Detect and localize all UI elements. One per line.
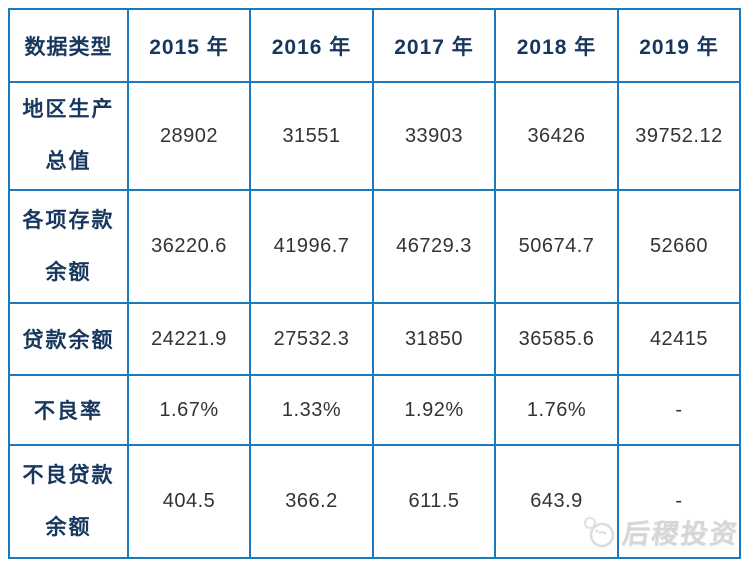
column-header-2018: 2018 年 bbox=[494, 8, 619, 83]
cell-npl-rate-2015: 1.67% bbox=[127, 374, 251, 446]
row-label-loans: 贷款余额 bbox=[8, 302, 129, 376]
cell-loans-2015: 24221.9 bbox=[127, 302, 251, 376]
cell-deposits-2018: 50674.7 bbox=[494, 189, 619, 304]
row-label-npl-rate: 不良率 bbox=[8, 374, 129, 446]
cell-gdp-2018: 36426 bbox=[494, 81, 619, 191]
column-header-2019: 2019 年 bbox=[617, 8, 741, 83]
table-row-npl-balance: 不良贷款 余额 404.5 366.2 611.5 643.9 - bbox=[8, 444, 741, 559]
financial-data-table: 数据类型 2015 年 2016 年 2017 年 2018 年 2019 年 … bbox=[8, 8, 741, 559]
cell-deposits-2016: 41996.7 bbox=[249, 189, 374, 304]
cell-gdp-2016: 31551 bbox=[249, 81, 374, 191]
cell-gdp-2017: 33903 bbox=[372, 81, 496, 191]
column-header-2017: 2017 年 bbox=[372, 8, 496, 83]
cell-deposits-2019: 52660 bbox=[617, 189, 741, 304]
table-row-npl-rate: 不良率 1.67% 1.33% 1.92% 1.76% - bbox=[8, 374, 741, 446]
cell-loans-2016: 27532.3 bbox=[249, 302, 374, 376]
column-header-2015: 2015 年 bbox=[127, 8, 251, 83]
cell-loans-2019: 42415 bbox=[617, 302, 741, 376]
table-row-loans: 贷款余额 24221.9 27532.3 31850 36585.6 42415 bbox=[8, 302, 741, 376]
cell-npl-rate-2016: 1.33% bbox=[249, 374, 374, 446]
cell-gdp-2015: 28902 bbox=[127, 81, 251, 191]
cell-npl-balance-2018: 643.9 bbox=[494, 444, 619, 559]
row-label-deposits: 各项存款 余额 bbox=[8, 189, 129, 304]
cell-loans-2017: 31850 bbox=[372, 302, 496, 376]
cell-npl-balance-2019: - bbox=[617, 444, 741, 559]
table-row-deposits: 各项存款 余额 36220.6 41996.7 46729.3 50674.7 … bbox=[8, 189, 741, 304]
cell-npl-balance-2016: 366.2 bbox=[249, 444, 374, 559]
row-label-npl-balance: 不良贷款 余额 bbox=[8, 444, 129, 559]
cell-loans-2018: 36585.6 bbox=[494, 302, 619, 376]
cell-deposits-2017: 46729.3 bbox=[372, 189, 496, 304]
cell-npl-balance-2015: 404.5 bbox=[127, 444, 251, 559]
table-header-row: 数据类型 2015 年 2016 年 2017 年 2018 年 2019 年 bbox=[8, 8, 741, 83]
corner-header-cell: 数据类型 bbox=[8, 8, 129, 83]
cell-deposits-2015: 36220.6 bbox=[127, 189, 251, 304]
table-row-gdp: 地区生产 总值 28902 31551 33903 36426 39752.12 bbox=[8, 81, 741, 191]
column-header-2016: 2016 年 bbox=[249, 8, 374, 83]
cell-npl-balance-2017: 611.5 bbox=[372, 444, 496, 559]
cell-npl-rate-2018: 1.76% bbox=[494, 374, 619, 446]
cell-npl-rate-2017: 1.92% bbox=[372, 374, 496, 446]
row-label-gdp: 地区生产 总值 bbox=[8, 81, 129, 191]
cell-npl-rate-2019: - bbox=[617, 374, 741, 446]
cell-gdp-2019: 39752.12 bbox=[617, 81, 741, 191]
